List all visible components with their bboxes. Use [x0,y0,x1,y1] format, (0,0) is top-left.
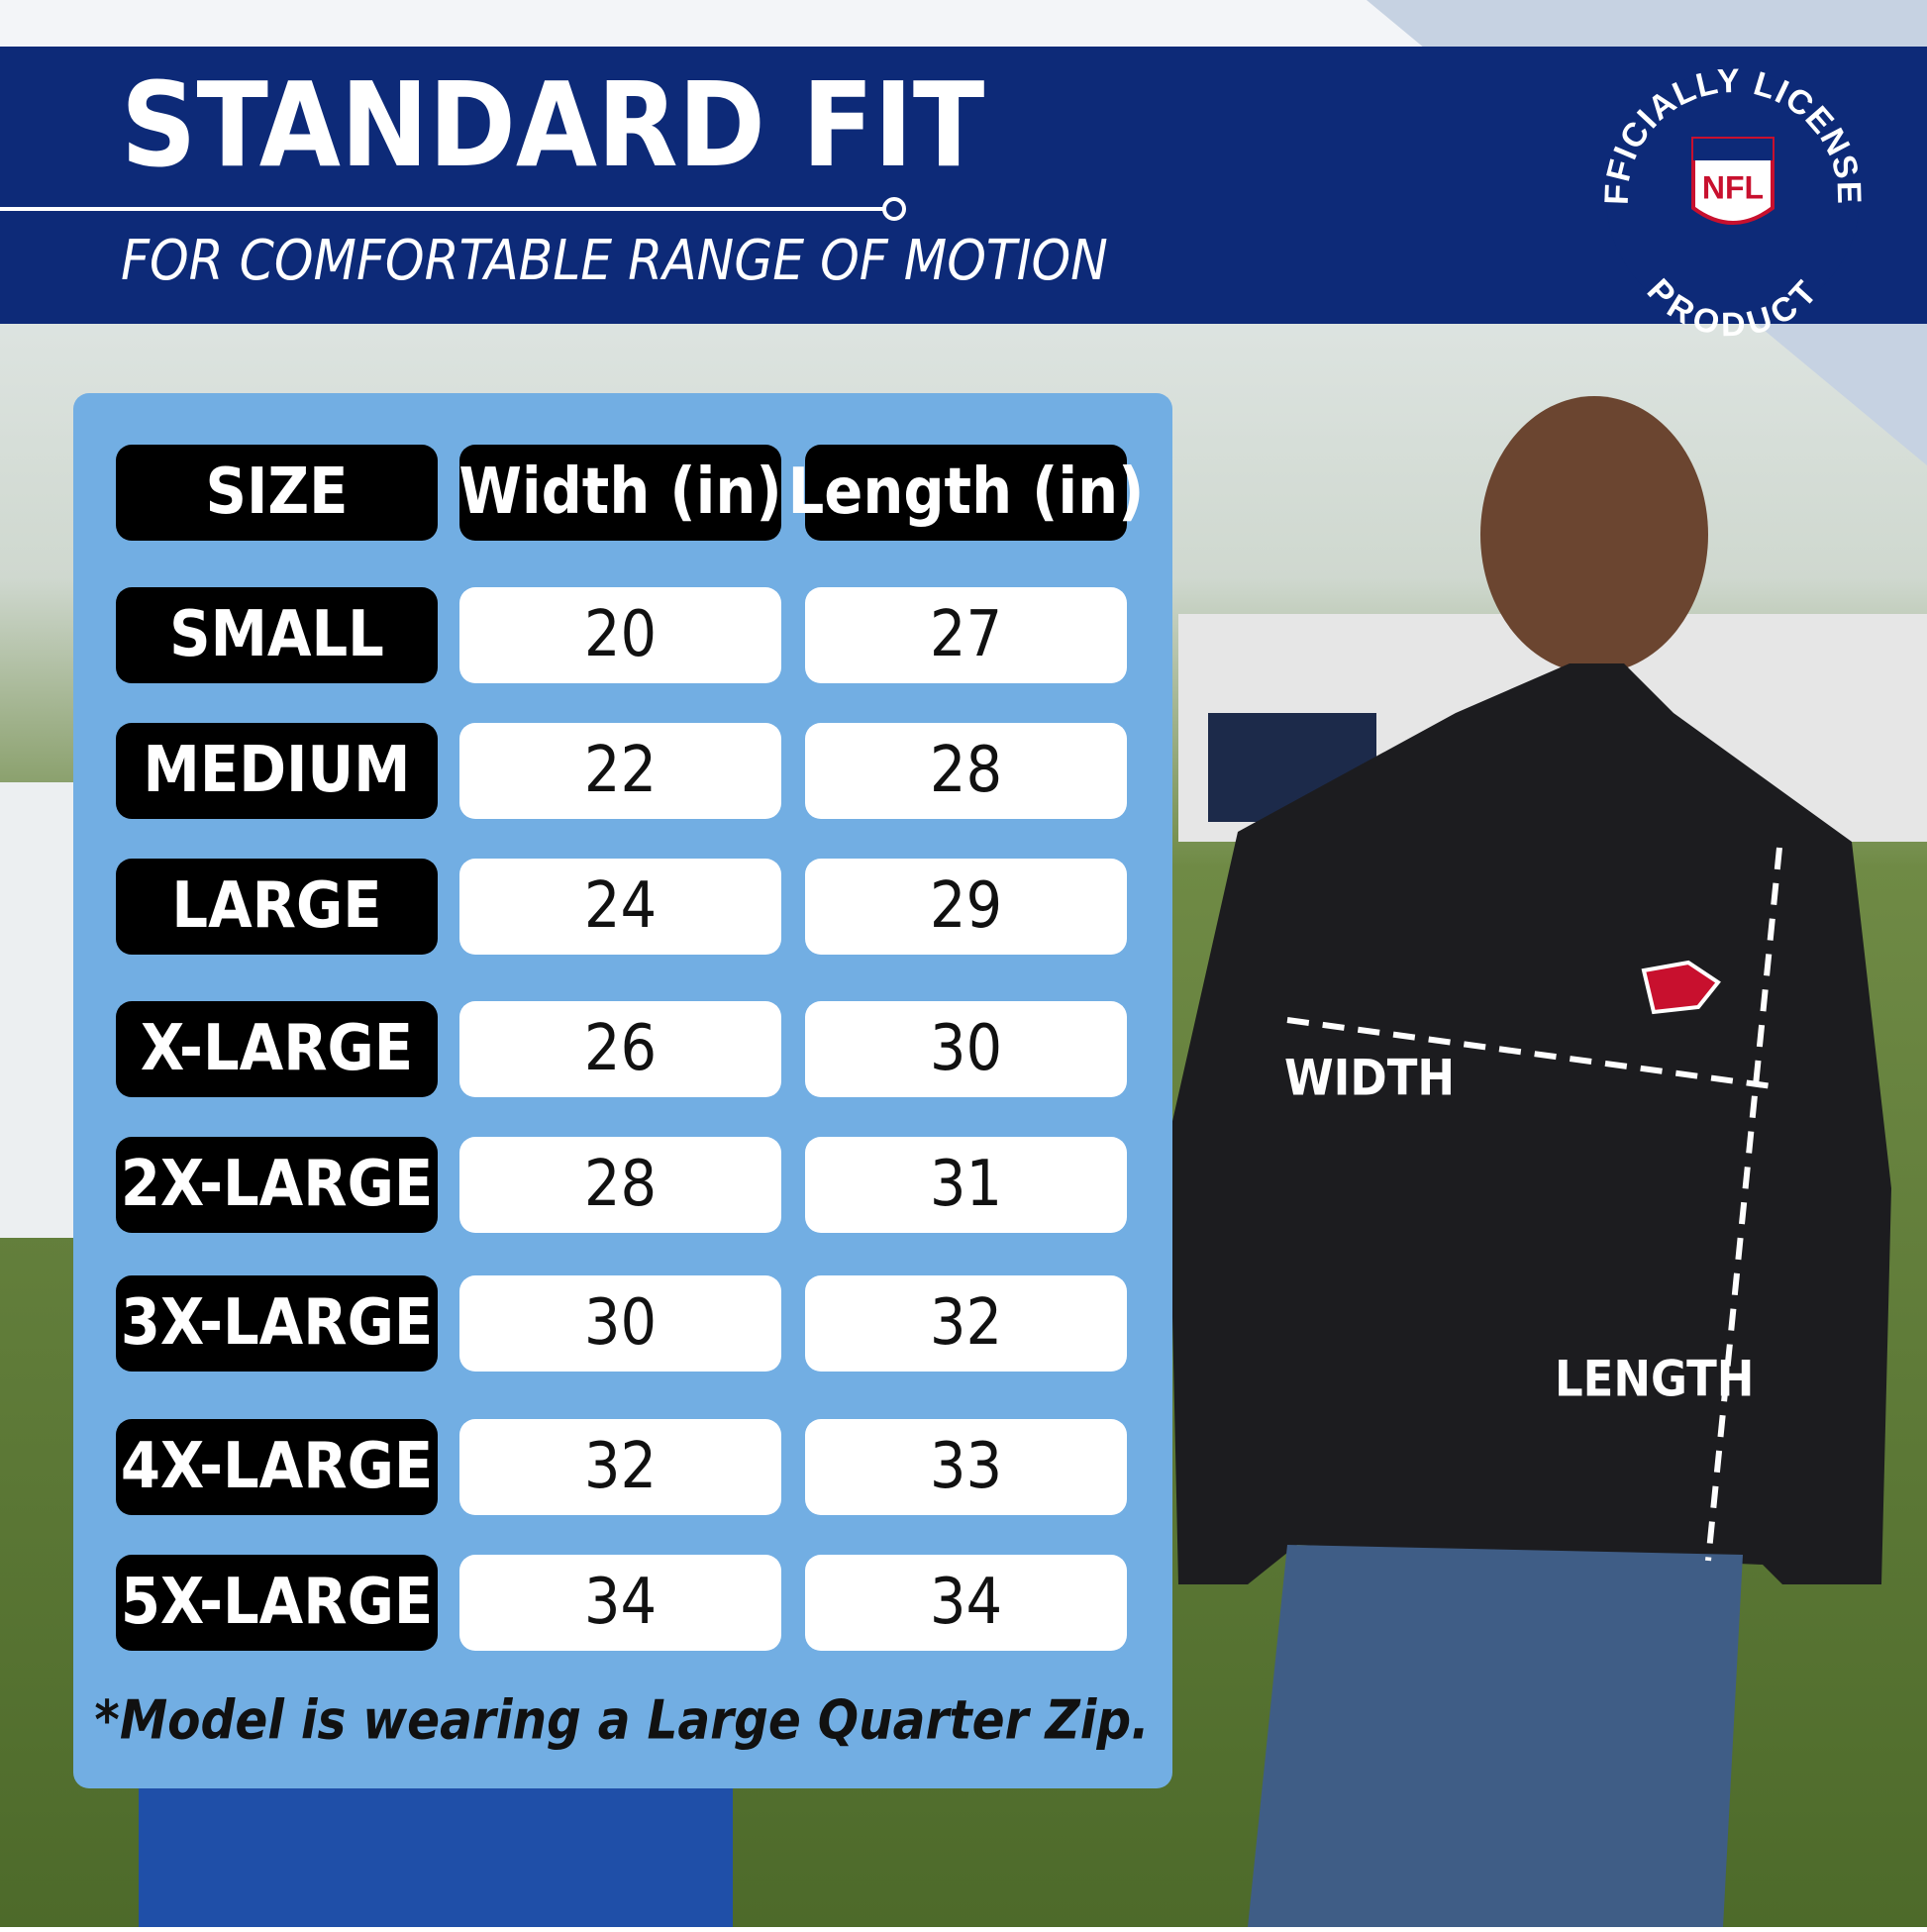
measure-value: 34 [930,1566,1002,1639]
measure-value-bg [805,1001,1127,1097]
size-label: SMALL [169,598,384,671]
measure-value-bg [459,1555,781,1651]
measure-value-bg [459,1419,781,1515]
measure-value: 32 [584,1430,657,1503]
size-label: 5X-LARGE [121,1566,433,1639]
measure-value-bg [459,859,781,955]
measure-value-bg [459,1275,781,1372]
size-label-bg [116,859,438,955]
column-header-bg [805,445,1127,541]
measure-value: 30 [584,1286,657,1360]
size-label-bg [116,1001,438,1097]
rule-dot [882,197,906,221]
measure-value-bg [805,1555,1127,1651]
size-label: 3X-LARGE [121,1286,433,1360]
measure-value: 34 [584,1566,657,1639]
size-label-bg [116,1555,438,1651]
sweater [1168,663,1891,1584]
measure-value: 27 [930,598,1002,671]
title: STANDARD FIT [121,56,984,193]
size-label: 4X-LARGE [121,1430,433,1503]
head [1480,396,1708,673]
shield-top [1693,139,1773,160]
size-label-bg [116,1137,438,1233]
length-line [1705,847,1782,1562]
measure-value-bg [805,587,1127,683]
jeans [1248,1545,1743,1927]
table: SIZE Width (in) Length (in) SMALL 20 27 MEDIUM… [116,445,1144,1651]
column-header: Length (in) [788,456,1145,529]
measure-value-bg [459,1137,781,1233]
size-label-bg [116,1275,438,1372]
measure-value-bg [805,859,1127,955]
size-label-bg [116,587,438,683]
measure-value: 26 [584,1012,657,1085]
note: *Model is wearing a Large Quarter Zip. [94,1689,1149,1752]
size-label-bg [116,1419,438,1515]
measure-value-bg [805,1137,1127,1233]
measure-value: 33 [930,1430,1002,1503]
measure-value-bg [459,1001,781,1097]
measure-value: 28 [584,1148,657,1221]
size-label: LARGE [171,869,381,943]
width-line [1286,1017,1780,1090]
badge-logo: NFL [1702,169,1764,205]
measure-value: 28 [930,734,1002,807]
width-label: WIDTH [1284,1050,1455,1107]
measure-value-bg [805,1419,1127,1515]
team-logo [1641,960,1721,1015]
measure-value-bg [805,723,1127,819]
measure-value: 24 [584,869,657,943]
size-label: X-LARGE [141,1012,413,1085]
header-banner [0,47,1927,324]
measure-value: 32 [930,1286,1002,1360]
measure-value: 20 [584,598,657,671]
column-header-bg [459,445,781,541]
measure-value: 22 [584,734,657,807]
measure-value: 29 [930,869,1002,943]
measure-value-bg [805,1275,1127,1372]
column-header-bg [116,445,438,541]
measure-value-bg [459,723,781,819]
measure-value: 30 [930,1012,1002,1085]
cooler [139,1782,733,1927]
column-header: SIZE [206,456,349,529]
measure-value: 31 [930,1148,1002,1221]
column-header: Width (in) [458,456,781,529]
subtitle: FOR COMFORTABLE RANGE OF MOTION [121,229,1108,293]
size-label-bg [116,723,438,819]
size-label: 2X-LARGE [121,1148,433,1221]
measure-value-bg [459,587,781,683]
size-label: MEDIUM [144,734,411,807]
length-label: LENGTH [1555,1351,1754,1408]
